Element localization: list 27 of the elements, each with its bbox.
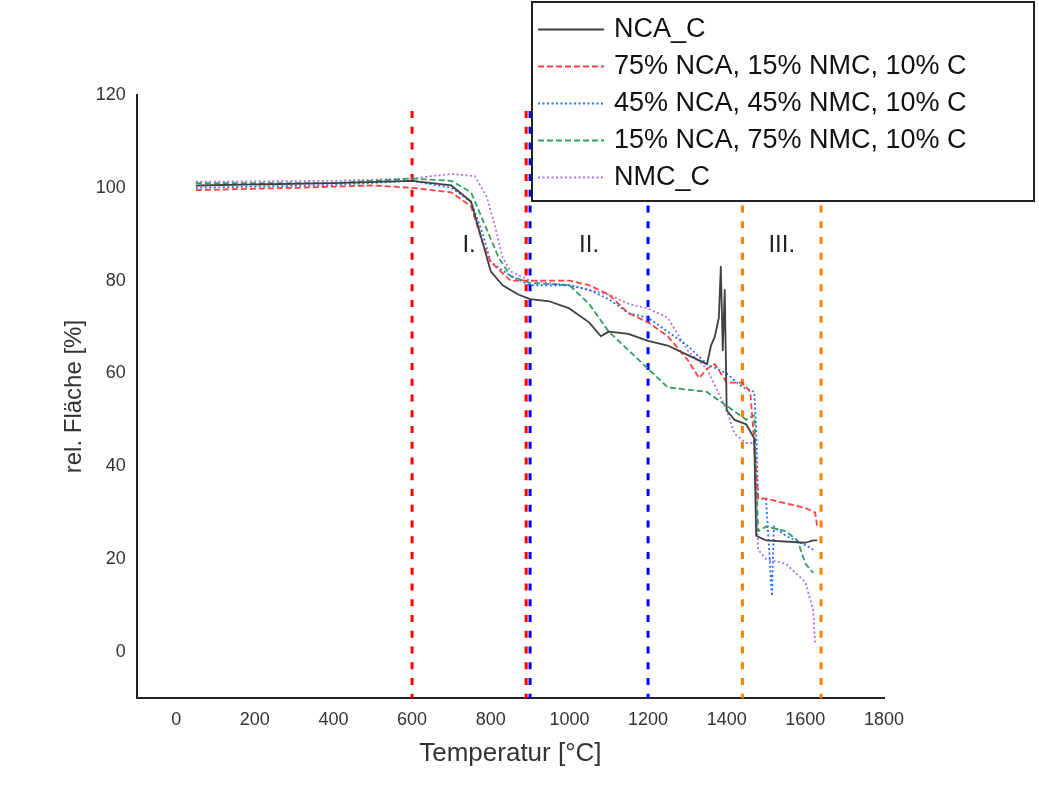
x-tick-label: 800 — [475, 708, 506, 729]
x-tick-label: 1600 — [785, 708, 826, 729]
x-axis-title: Temperatur [°C] — [419, 736, 602, 767]
x-tick-label: 1000 — [549, 708, 590, 729]
legend-label: NCA_C — [614, 12, 706, 43]
x-tick-label: 1200 — [628, 708, 669, 729]
y-tick-label: 60 — [105, 362, 126, 383]
legend-label: NMC_C — [614, 160, 711, 191]
y-tick-label: 100 — [95, 176, 126, 197]
x-tick-label: 400 — [318, 708, 349, 729]
legend-label: 15% NCA, 75% NMC, 10% C — [614, 123, 967, 154]
legend-label: 45% NCA, 45% NMC, 10% C — [614, 86, 967, 117]
x-tick-label: 1400 — [706, 708, 747, 729]
y-tick-label: 20 — [105, 547, 126, 568]
x-tick-label: 600 — [397, 708, 428, 729]
y-tick-label: 0 — [115, 640, 126, 661]
y-tick-label: 40 — [105, 455, 126, 476]
annotation: II. — [579, 229, 600, 257]
legend-label: 75% NCA, 15% NMC, 10% C — [614, 49, 967, 80]
y-tick-label: 120 — [95, 83, 126, 104]
annotation: III. — [768, 229, 796, 257]
annotation: I. — [462, 229, 476, 257]
x-tick-label: 200 — [239, 708, 270, 729]
y-axis-title: rel. Fläche [%] — [59, 319, 87, 474]
x-tick-label: 0 — [171, 708, 182, 729]
x-tick-label: 1800 — [863, 708, 905, 729]
y-tick-label: 80 — [105, 269, 126, 290]
